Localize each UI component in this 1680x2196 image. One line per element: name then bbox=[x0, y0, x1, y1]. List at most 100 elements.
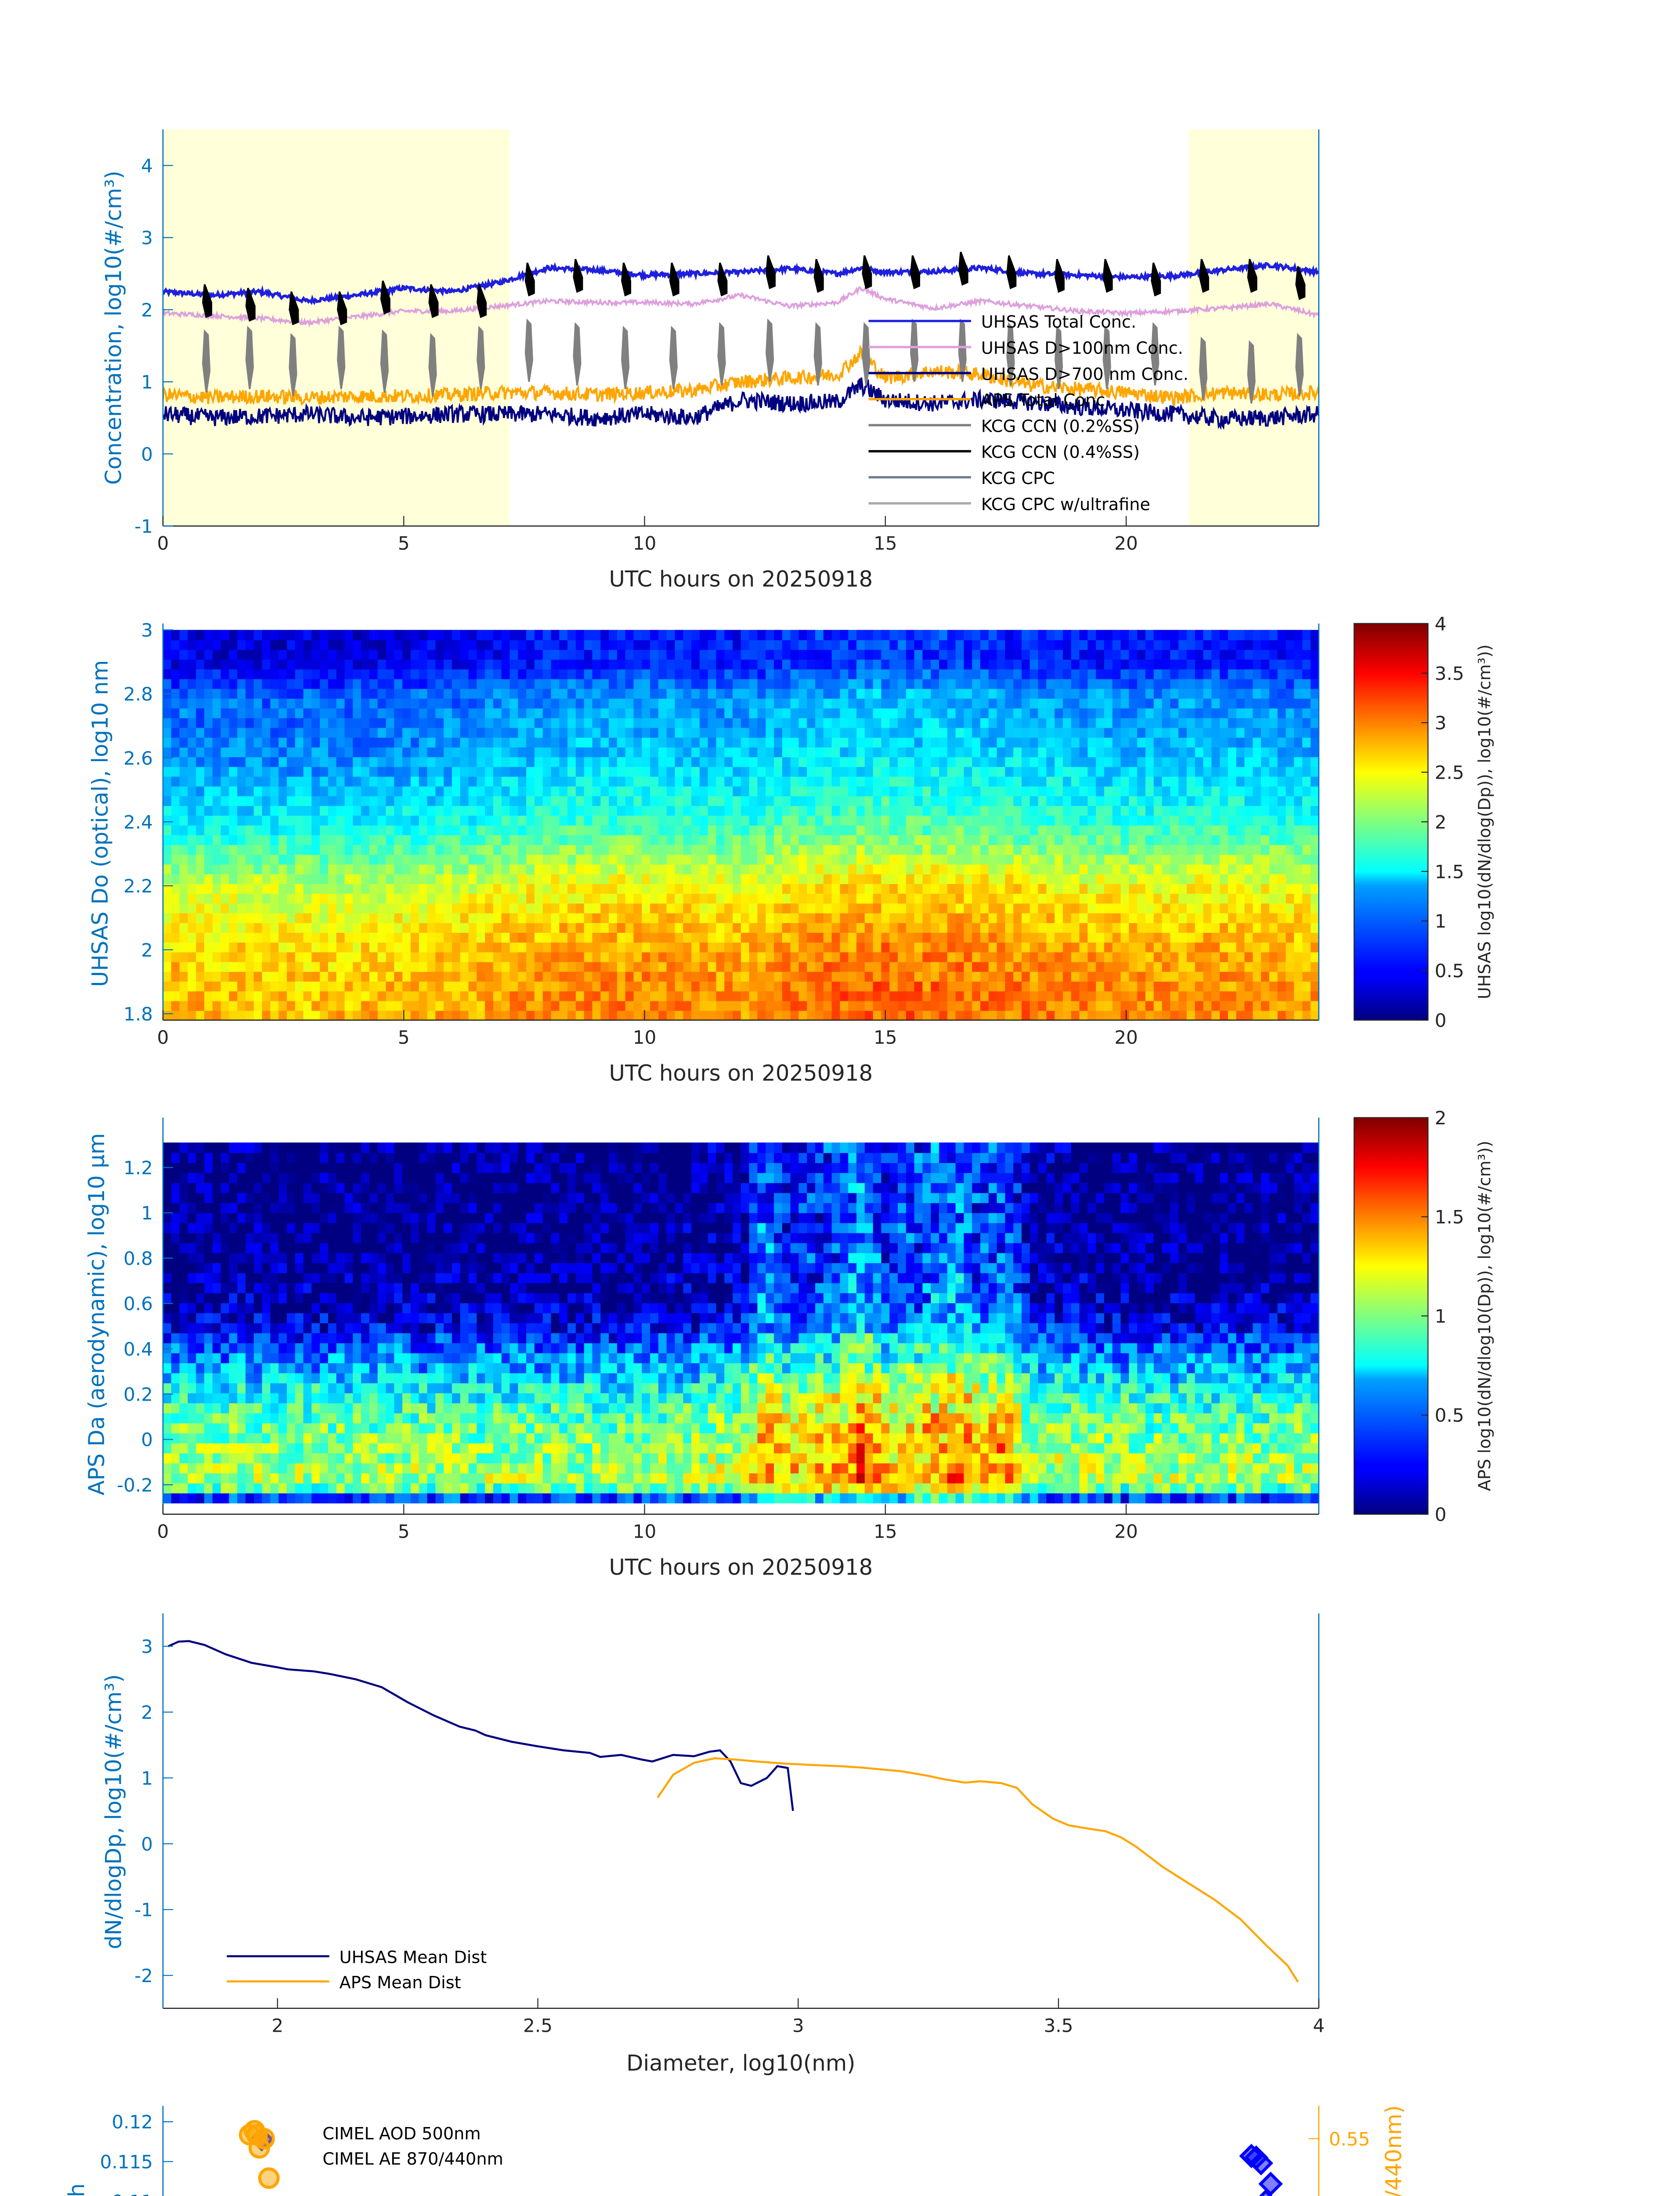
heatmap-cell bbox=[1145, 913, 1154, 923]
heatmap-cell bbox=[188, 834, 197, 845]
heatmap-cell bbox=[980, 756, 989, 767]
heatmap-cell bbox=[534, 815, 543, 826]
heatmap-cell bbox=[873, 952, 882, 962]
heatmap-cell bbox=[444, 630, 453, 640]
heatmap-cell bbox=[658, 844, 667, 855]
heatmap-cell bbox=[394, 708, 403, 719]
heatmap-cell bbox=[600, 679, 610, 689]
heatmap-cell bbox=[477, 669, 486, 679]
heatmap-cell bbox=[328, 961, 337, 972]
heatmap-cell bbox=[683, 708, 692, 719]
heatmap-cell bbox=[873, 1010, 882, 1021]
heatmap-cell bbox=[1129, 991, 1138, 1001]
heatmap-cell bbox=[320, 844, 329, 855]
heatmap-cell bbox=[922, 708, 932, 719]
heatmap-cell bbox=[831, 747, 841, 758]
heatmap-cell bbox=[757, 747, 766, 758]
heatmap-cell bbox=[708, 961, 717, 972]
heatmap-cell bbox=[485, 932, 494, 943]
heatmap-cell bbox=[1087, 805, 1097, 816]
heatmap-cell bbox=[444, 942, 453, 953]
heatmap-cell bbox=[600, 708, 610, 719]
heatmap-cell bbox=[427, 766, 436, 777]
heatmap-cell bbox=[377, 961, 387, 972]
heatmap-cell bbox=[1112, 991, 1121, 1001]
heatmap-cell bbox=[179, 718, 188, 728]
heatmap-cell bbox=[724, 747, 733, 758]
heatmap-cell bbox=[196, 805, 205, 816]
heatmap-cell bbox=[410, 815, 419, 826]
heatmap-cell bbox=[683, 825, 692, 835]
heatmap-cell bbox=[774, 639, 783, 650]
heatmap-cell bbox=[889, 727, 899, 738]
heatmap-cell bbox=[262, 1010, 271, 1021]
heatmap-cell bbox=[551, 903, 560, 914]
heatmap-cell bbox=[642, 864, 651, 874]
heatmap-cell bbox=[955, 893, 965, 904]
heatmap-cell bbox=[592, 1000, 601, 1011]
heatmap-cell bbox=[575, 718, 585, 728]
heatmap-cell bbox=[452, 659, 461, 670]
heatmap-cell bbox=[980, 913, 989, 923]
heatmap-cell bbox=[477, 805, 486, 816]
heatmap-cell bbox=[625, 981, 634, 992]
heatmap-cell bbox=[386, 922, 395, 933]
heatmap-cell bbox=[468, 659, 477, 670]
heatmap-cell bbox=[807, 688, 816, 699]
heatmap-cell bbox=[386, 747, 395, 758]
heatmap-cell bbox=[1055, 883, 1064, 894]
heatmap-cell bbox=[460, 737, 469, 748]
heatmap-cell bbox=[617, 825, 626, 835]
heatmap-cell bbox=[997, 874, 1006, 884]
heatmap-cell bbox=[1013, 883, 1022, 894]
heatmap-cell bbox=[856, 991, 865, 1001]
heatmap-cell bbox=[1145, 981, 1154, 992]
heatmap-cell bbox=[897, 776, 907, 787]
heatmap-cell bbox=[650, 649, 659, 660]
heatmap-cell bbox=[1013, 669, 1022, 679]
heatmap-cell bbox=[501, 825, 510, 835]
heatmap-cell bbox=[204, 981, 213, 992]
heatmap-cell bbox=[196, 718, 205, 728]
heatmap-cell bbox=[922, 932, 932, 943]
heatmap-cell bbox=[658, 864, 667, 874]
heatmap-cell bbox=[377, 727, 387, 738]
heatmap-cell bbox=[1153, 922, 1163, 933]
heatmap-cell bbox=[328, 981, 337, 992]
heatmap-cell bbox=[286, 659, 296, 670]
heatmap-cell bbox=[163, 922, 172, 933]
heatmap-cell bbox=[477, 786, 486, 796]
heatmap-cell bbox=[501, 913, 510, 923]
heatmap-cell bbox=[782, 1000, 791, 1011]
heatmap-cell bbox=[237, 639, 246, 650]
heatmap-cell bbox=[179, 1000, 188, 1011]
heatmap-cell bbox=[1005, 737, 1014, 748]
heatmap-cell bbox=[435, 961, 444, 972]
heatmap-cell bbox=[369, 737, 378, 748]
heatmap-cell bbox=[757, 688, 766, 699]
heatmap-cell bbox=[955, 795, 965, 806]
heatmap-cell bbox=[386, 766, 395, 777]
heatmap-cell bbox=[171, 1000, 180, 1011]
heatmap-cell bbox=[617, 971, 626, 982]
heatmap-cell bbox=[1096, 883, 1105, 894]
heatmap-cell bbox=[790, 815, 799, 826]
heatmap-cell bbox=[716, 913, 725, 923]
heatmap-cell bbox=[592, 932, 601, 943]
heatmap-cell bbox=[253, 825, 263, 835]
heatmap-cell bbox=[1104, 942, 1113, 953]
heatmap-cell bbox=[733, 630, 741, 640]
heatmap-cell bbox=[353, 961, 362, 972]
heatmap-cell bbox=[534, 639, 543, 650]
heatmap-cell bbox=[757, 913, 766, 923]
heatmap-cell bbox=[955, 698, 965, 709]
heatmap-cell bbox=[873, 903, 882, 914]
heatmap-cell bbox=[939, 766, 948, 777]
heatmap-cell bbox=[518, 708, 527, 719]
heatmap-cell bbox=[444, 913, 453, 923]
heatmap-cell bbox=[575, 698, 585, 709]
heatmap-cell bbox=[493, 718, 502, 728]
heatmap-cell bbox=[369, 756, 378, 767]
heatmap-cell bbox=[534, 991, 543, 1001]
heatmap-cell bbox=[1112, 834, 1121, 845]
